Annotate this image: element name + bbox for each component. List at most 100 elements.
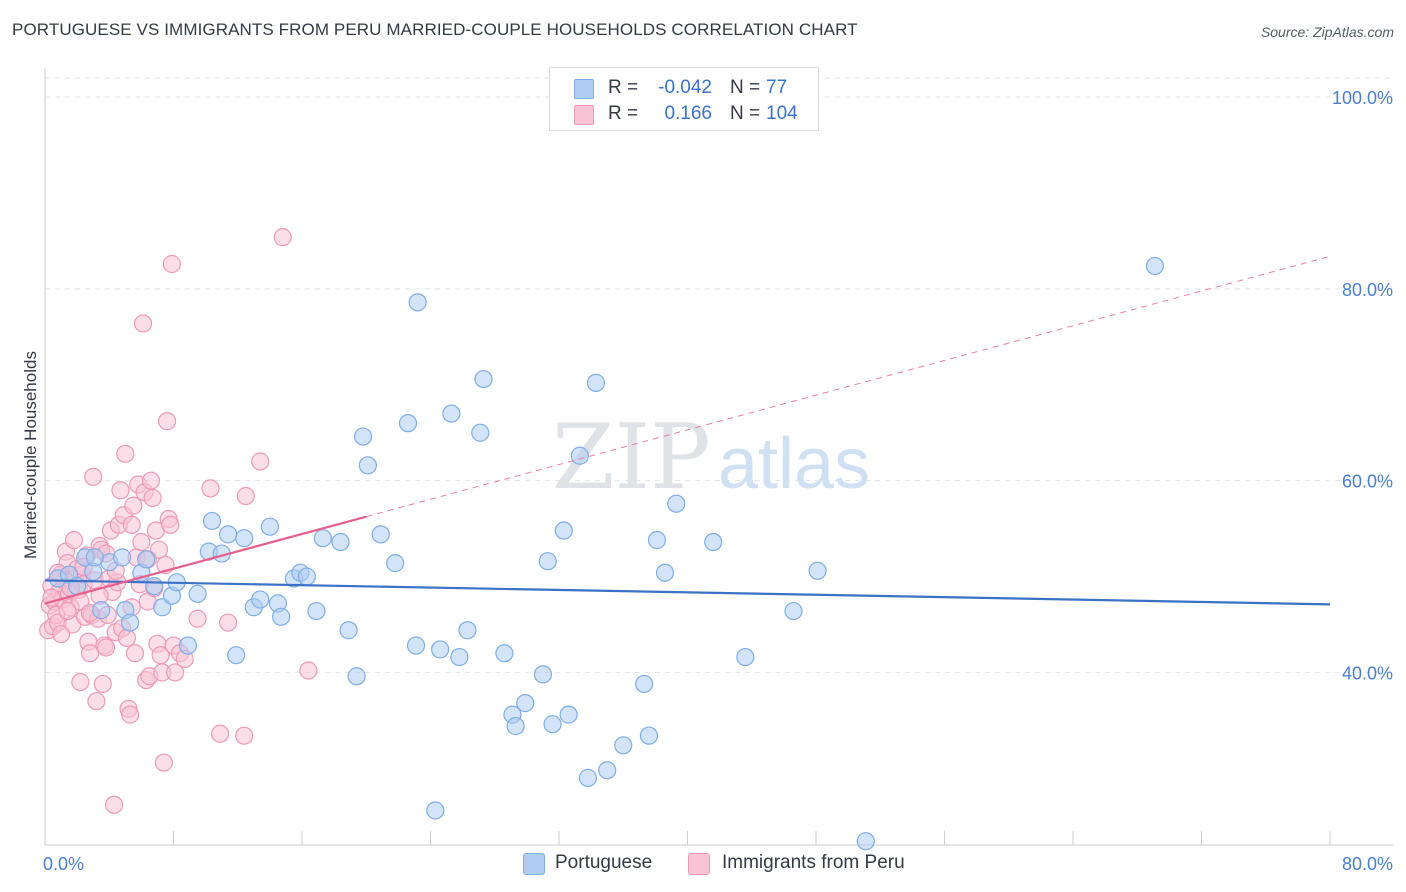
data-point [92,601,111,620]
data-point [227,646,246,665]
data-point [570,446,589,465]
data-point [84,467,103,486]
data-point [639,726,659,745]
data-points [39,228,1165,851]
tick-labels: 40.0% 60.0% 80.0% 100.0% 0.0% 80.0% [43,88,1393,874]
data-point [201,479,220,498]
data-point [133,314,153,333]
data-point [111,481,130,500]
data-point [178,636,198,655]
data-point [188,609,207,628]
data-point [297,567,316,586]
data-point [124,496,143,515]
y-tick-label: 80.0% [1342,280,1393,300]
data-point [586,373,606,392]
legend-label-portuguese: Portuguese [555,852,653,873]
data-point [431,640,450,659]
legend-row-portuguese: R = -0.042 N = 77 [550,75,818,101]
chart-title: PORTUGUESE VS IMMIGRANTS FROM PERU MARRI… [12,20,858,39]
data-point [157,412,177,431]
data-point [236,486,255,506]
data-point [736,647,755,667]
legend-n-value: 104 [766,103,798,124]
data-point [112,548,132,567]
data-point [141,471,161,490]
data-point [353,427,373,446]
legend-swatch-peru [574,105,594,125]
data-point [339,621,358,640]
data-point [64,531,84,550]
data-point [93,674,112,694]
data-point [219,613,238,632]
data-point [578,768,598,787]
data-point [331,532,350,552]
data-point [426,801,445,820]
legend-swatch-portuguese [523,853,545,875]
legend-r-label: R = [608,103,639,124]
data-point [202,511,222,531]
data-point [474,369,493,389]
trend-line-dashed [366,255,1331,518]
data-point [533,665,553,684]
legend-swatch-portuguese [574,79,594,99]
data-point [162,254,181,274]
axes [44,68,1393,846]
data-point [161,515,180,534]
data-point [554,521,573,540]
data-point [442,404,461,423]
data-point [371,525,390,544]
x-tick-label: 80.0% [1342,854,1393,874]
data-point [386,554,405,573]
data-point [85,548,104,567]
data-point [655,563,675,582]
data-point [614,736,633,755]
series-legend: Portuguese Immigrants from Peru [0,851,1406,879]
data-point [132,532,151,552]
watermark-atlas: atlas [718,424,870,504]
legend-r-value: -0.042 [658,77,712,98]
legend-row-peru: R = 0.166 N = 104 [550,101,818,127]
data-point [299,661,318,680]
data-point [458,621,477,640]
y-tick-label: 100.0% [1332,88,1393,108]
data-point [408,293,427,312]
data-point [251,452,270,471]
y-tick-label: 60.0% [1342,472,1393,492]
data-point [538,552,557,571]
data-point [398,414,418,433]
data-point [122,515,141,534]
data-point [272,607,291,626]
data-point [58,601,77,621]
legend-r-value: 0.166 [664,103,712,124]
data-point [104,795,124,814]
x-tick-label: 0.0% [43,854,84,874]
data-point [635,674,654,694]
y-tick-label: 40.0% [1342,663,1393,683]
legend-n-label: N = [730,77,761,98]
data-point [260,517,279,536]
data-point [166,663,185,682]
trend-line-solid [44,579,1331,606]
data-point [121,705,140,724]
data-point [188,584,207,603]
data-point [784,601,803,621]
data-point [210,724,230,743]
data-point [143,488,162,508]
data-point [647,531,667,550]
data-point [808,561,827,580]
data-point [137,550,156,569]
data-point [347,667,366,686]
data-point [358,456,377,475]
legend-n-label: N = [730,103,761,124]
data-point [145,577,164,596]
data-point [251,590,270,609]
data-point [125,644,145,663]
data-point [598,761,617,780]
data-point [450,647,469,667]
data-point [51,624,71,644]
data-point [543,715,562,734]
data-point [471,423,490,442]
data-point [307,601,326,621]
data-point [154,753,173,772]
